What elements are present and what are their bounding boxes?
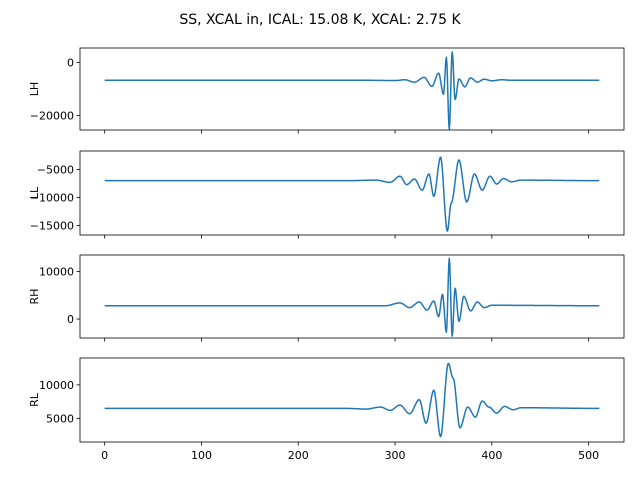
y-axis-label: LL — [28, 186, 41, 199]
y-axis-label: RH — [28, 289, 41, 305]
x-tick-label: 500 — [578, 449, 599, 462]
x-tick-label: 100 — [191, 449, 212, 462]
subplot-rl: 10000 5000 0 100 200 300 400 500 RL — [28, 357, 625, 462]
y-tick-label: 5000 — [46, 412, 74, 425]
y-tick-label: 10000 — [39, 266, 74, 279]
x-tick-label: 200 — [288, 449, 309, 462]
x-tick-label: 0 — [101, 449, 108, 462]
y-tick-label: 0 — [67, 313, 74, 326]
series-line-rl — [104, 362, 600, 438]
y-tick-label: 10000 — [39, 379, 74, 392]
y-tick-label: −10000 — [30, 191, 74, 204]
axes-frame — [79, 47, 625, 131]
series-line-lh — [104, 51, 600, 130]
y-axis-label: LH — [28, 82, 41, 96]
chart-title: SS, XCAL in, ICAL: 15.08 K, XCAL: 2.75 K — [179, 12, 461, 28]
y-tick-label: −20000 — [30, 109, 74, 122]
subplot-rh: 10000 0 RH — [28, 254, 625, 342]
subplot-ll: −5000 −10000 −15000 LL — [28, 150, 625, 239]
subplot-lh: 0 −20000 LH — [28, 47, 625, 134]
x-tick-label: 300 — [385, 449, 406, 462]
y-tick-label: 0 — [67, 57, 74, 70]
y-tick-label: −15000 — [30, 219, 74, 232]
axes-frame — [79, 254, 625, 339]
y-axis-label: RL — [28, 392, 41, 407]
x-tick-label: 400 — [481, 449, 502, 462]
y-tick-label: −5000 — [37, 163, 74, 176]
axes-frame — [79, 150, 625, 236]
subplots-group: 0−20000LH−5000−10000−15000LL100000RH1000… — [28, 47, 625, 462]
series-line-ll — [104, 156, 600, 232]
series-line-rh — [104, 257, 600, 337]
axes-frame — [79, 357, 625, 443]
